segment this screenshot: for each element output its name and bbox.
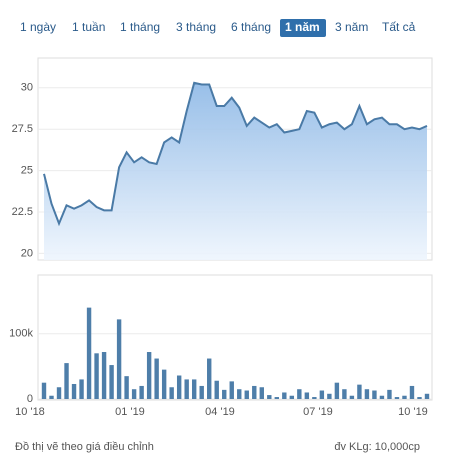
volume-bar	[79, 379, 84, 399]
volume-bar	[139, 385, 144, 399]
volume-bar	[379, 395, 385, 399]
volume-bar	[387, 389, 392, 399]
volume-bar	[424, 393, 430, 399]
volume-bar	[289, 395, 295, 399]
volume-bar	[124, 376, 129, 399]
volume-bar	[184, 379, 189, 399]
volume-bar	[267, 395, 272, 399]
volume-bar	[116, 319, 122, 399]
range-button[interactable]: 1 tuần	[72, 20, 105, 34]
volume-bar	[364, 389, 370, 399]
volume-bar	[409, 385, 415, 399]
volume-bar	[146, 352, 152, 399]
volume-bar	[244, 390, 249, 399]
volume-bar	[109, 365, 114, 399]
volume-bar	[372, 390, 377, 399]
volume-bar	[41, 382, 47, 399]
volume-bar	[207, 358, 212, 399]
x-tick-label: 10 '18	[15, 406, 45, 418]
y-tick-label: 20	[21, 247, 33, 259]
y-tick-label: 100k	[9, 328, 33, 340]
price-line	[43, 81, 428, 227]
volume-bar	[237, 389, 242, 399]
x-tick-label: 10 '19	[398, 406, 428, 418]
active-button-bg	[280, 19, 326, 37]
volume-bar	[94, 353, 99, 399]
range-button[interactable]: 3 năm	[335, 20, 368, 34]
volume-bar	[199, 385, 204, 399]
volume-bar	[252, 385, 257, 399]
volume-bar	[349, 395, 355, 399]
volume-bar	[64, 363, 69, 399]
volume-bar	[357, 384, 362, 399]
volume-bar	[394, 397, 400, 399]
range-button[interactable]: Tất cả	[382, 20, 416, 34]
volume-bar	[312, 397, 317, 399]
volume-bar	[402, 395, 407, 399]
range-button[interactable]: 1 năm	[285, 20, 320, 34]
footer-unit: đv KLg: 10,000cp	[334, 441, 420, 453]
volume-bar	[56, 387, 62, 399]
volume-bar	[342, 389, 347, 399]
volume-bar	[327, 393, 332, 399]
y-tick-label: 30	[21, 82, 33, 94]
volume-bar	[229, 381, 234, 399]
volume-bar	[222, 389, 227, 399]
volume-bar	[191, 379, 197, 399]
y-tick-label: 22.5	[12, 206, 33, 218]
volume-bar	[319, 390, 325, 399]
volume-bar	[259, 387, 264, 399]
volume-bar	[282, 392, 287, 399]
y-tick-label: 25	[21, 164, 33, 176]
range-button[interactable]: 1 tháng	[120, 20, 160, 34]
volume-bar	[214, 380, 219, 399]
volume-bar	[274, 397, 280, 399]
volume-bar	[161, 369, 167, 399]
volume-bar	[86, 307, 92, 399]
x-tick-label: 01 '19	[115, 406, 145, 418]
volume-bar	[71, 383, 77, 399]
price-area	[44, 82, 427, 261]
volume-bar	[131, 389, 137, 399]
volume-bar	[417, 397, 422, 399]
y-tick-label: 27.5	[12, 123, 33, 135]
volume-bar	[304, 392, 310, 399]
volume-bar	[334, 382, 340, 399]
volume-bar	[297, 389, 302, 399]
volume-bar	[169, 387, 174, 399]
x-tick-label: 04 '19	[205, 406, 235, 418]
range-button[interactable]: 6 tháng	[231, 20, 271, 34]
volume-frame	[37, 274, 433, 401]
y-tick-label: 0	[27, 393, 33, 405]
volume-bar	[154, 358, 159, 399]
range-button[interactable]: 3 tháng	[176, 20, 216, 34]
footer-note: Đồ thị vẽ theo giá điều chỉnh	[15, 441, 154, 453]
x-tick-label: 07 '19	[303, 406, 333, 418]
range-button[interactable]: 1 ngày	[20, 20, 56, 34]
volume-bar	[49, 395, 54, 399]
volume-bar	[176, 375, 182, 399]
volume-bar	[101, 352, 107, 399]
